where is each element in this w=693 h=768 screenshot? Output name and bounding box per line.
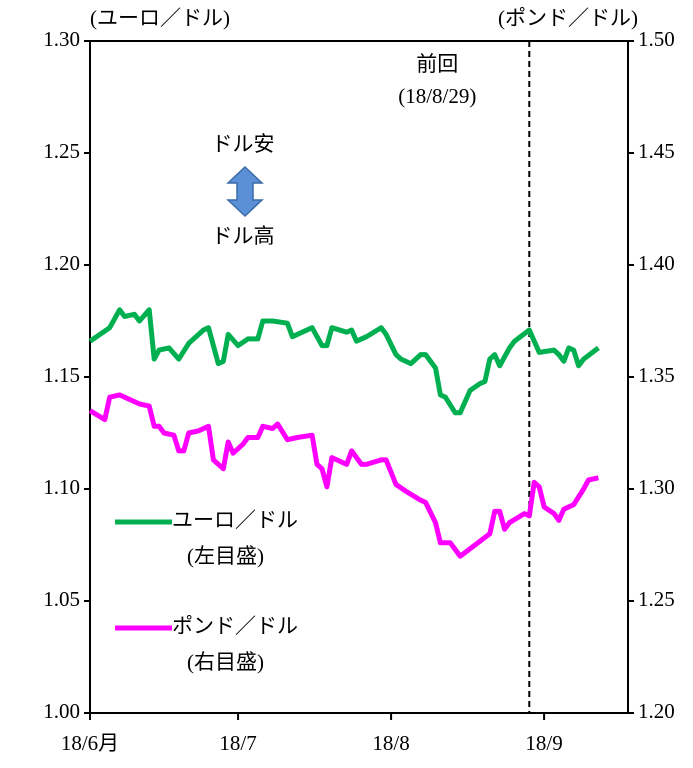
legend-note: (右目盛) [187,650,264,674]
y2-tick-label: 1.25 [638,587,675,611]
y-tick-label: 1.20 [43,251,80,275]
event-date: (18/8/29) [398,84,476,108]
y2-tick-label: 1.45 [638,139,675,163]
y-tick-label: 1.10 [43,475,80,499]
x-tick-label: 18/7 [219,731,256,755]
legend-label: ポンド／ドル [172,614,298,638]
arrow-label: ドル安 [212,132,275,156]
x-tick-label: 18/6月 [61,731,119,755]
y2-tick-label: 1.50 [638,27,675,51]
dollar-arrow [226,165,264,218]
legend-note: (左目盛) [187,544,264,568]
x-tick-label: 18/8 [372,731,409,755]
plot-frame [89,40,629,714]
y2-tick-label: 1.20 [638,699,675,723]
arrow-label: ドル高 [212,224,275,248]
y-axis-label: (ユーロ／ドル) [90,6,230,30]
event-label: 前回 [416,52,458,76]
y-tick-label: 1.00 [43,699,80,723]
x-tick-label: 18/9 [525,731,562,755]
y2-axis-label: (ポンド／ドル) [498,6,638,30]
series-line [88,392,599,559]
legend-label: ユーロ／ドル [172,508,298,532]
y-tick-label: 1.30 [43,27,80,51]
y-tick-label: 1.15 [43,363,80,387]
y-tick-label: 1.05 [43,587,80,611]
series-line [88,307,600,416]
y-tick-label: 1.25 [43,139,80,163]
y2-tick-label: 1.35 [638,363,675,387]
y2-tick-label: 1.40 [638,251,675,275]
y2-tick-label: 1.30 [638,475,675,499]
